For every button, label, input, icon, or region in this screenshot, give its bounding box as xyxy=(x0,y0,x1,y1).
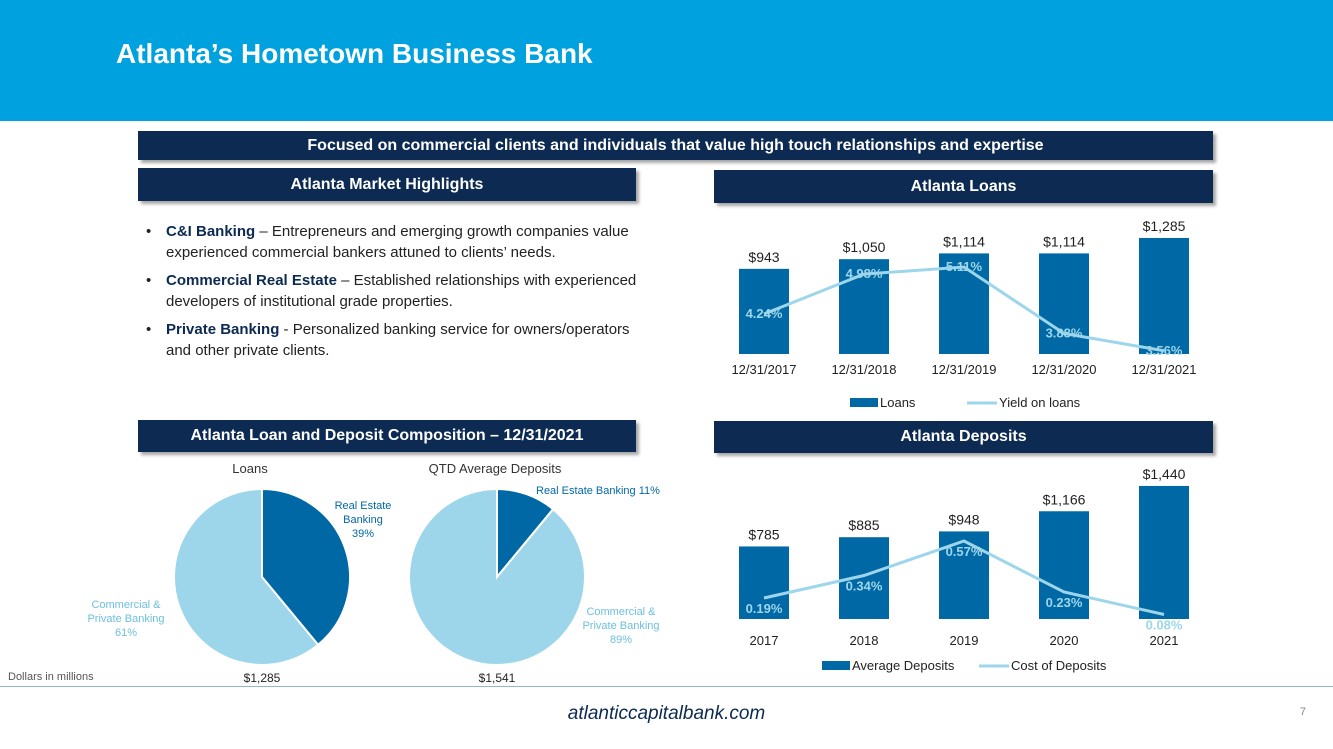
slice-label: Real Estate Banking 11% xyxy=(536,485,660,497)
list-item: Private Banking - Personalized banking s… xyxy=(146,319,646,361)
line-value-label: 4.98% xyxy=(846,266,883,281)
bar xyxy=(1139,237,1189,354)
header-banner xyxy=(0,0,1333,121)
category-label: 2021 xyxy=(1150,633,1179,648)
bar-value-label: $885 xyxy=(848,517,879,533)
loan-pie-title: Loans xyxy=(232,461,268,476)
legend-label: Loans xyxy=(880,395,916,410)
category-label: 12/31/2018 xyxy=(831,362,896,377)
bullet-term: C&I Banking xyxy=(166,223,256,240)
bar xyxy=(1139,485,1189,619)
highlights-heading: Atlanta Market Highlights xyxy=(138,168,636,201)
category-label: 2018 xyxy=(850,633,879,648)
slice-label: Commercial & Private Banking 89% xyxy=(582,606,659,646)
bar-value-label: $1,440 xyxy=(1143,466,1186,482)
bullet-term: Commercial Real Estate xyxy=(166,272,337,289)
legend-label: Yield on loans xyxy=(999,395,1081,410)
line-value-label: 0.08% xyxy=(1146,618,1183,633)
bullet-term: Private Banking xyxy=(166,321,280,338)
bar-value-label: $1,114 xyxy=(943,233,985,249)
composition-pies: $1,285 $1,541 Real Estate Banking 39% Commerc… xyxy=(87,485,660,685)
bar xyxy=(739,268,789,354)
loans-chart: $943 12/31/2017 $1,050 12/31/2018 $1,114 12/3… xyxy=(731,218,1196,410)
slice-label: Real Estate Banking 39% xyxy=(335,500,392,540)
list-item: Commercial Real Estate – Established rel… xyxy=(146,270,646,312)
line-value-label: 0.23% xyxy=(1046,595,1083,610)
deposits-heading: Atlanta Deposits xyxy=(714,421,1213,453)
category-label: 2020 xyxy=(1050,633,1079,648)
tagline-bar: Focused on commercial clients and indivi… xyxy=(138,131,1213,160)
slice-label: Commercial & Private Banking 61% xyxy=(87,599,164,639)
bar-value-label: $943 xyxy=(748,249,779,265)
pie-total-label: $1,285 xyxy=(244,671,281,685)
highlights-list: C&I Banking – Entrepreneurs and emerging… xyxy=(146,221,646,368)
category-label: 12/31/2019 xyxy=(931,362,996,377)
bar-value-label: $948 xyxy=(948,511,979,527)
legend-label: Average Deposits xyxy=(852,658,955,673)
category-label: 12/31/2020 xyxy=(1031,362,1096,377)
line-value-label: 0.57% xyxy=(946,544,983,559)
bar xyxy=(739,546,789,619)
bar xyxy=(1039,511,1089,619)
legend-label: Cost of Deposits xyxy=(1011,658,1107,673)
bar xyxy=(939,253,989,354)
website-link[interactable]: atlanticcapitalbank.com xyxy=(567,703,766,724)
bullet-text: – Entrepreneurs and emerging growth comp… xyxy=(166,223,629,261)
list-item: C&I Banking – Entrepreneurs and emerging… xyxy=(146,221,646,263)
bullet-text: - Personalized banking service for owner… xyxy=(166,321,630,359)
bar-value-label: $1,285 xyxy=(1143,218,1186,234)
line-value-label: 5.11% xyxy=(946,259,983,274)
category-label: 12/31/2021 xyxy=(1131,362,1196,377)
series-line xyxy=(763,265,1165,353)
line-value-label: 0.19% xyxy=(746,601,783,616)
pie-slice xyxy=(173,487,320,666)
deposits-chart: $785 2017 $885 2018 $948 2019 $1,166 2020 $1,440… xyxy=(739,466,1189,673)
deposit-pie-title: QTD Average Deposits xyxy=(428,461,562,476)
line-value-label: 0.34% xyxy=(846,579,883,594)
category-label: 2017 xyxy=(750,633,779,648)
bar-value-label: $1,166 xyxy=(1043,491,1086,507)
legend-bar-swatch xyxy=(822,661,850,670)
series-line xyxy=(763,539,1165,616)
category-label: 12/31/2017 xyxy=(731,362,796,377)
line-value-label: 4.24% xyxy=(746,306,783,321)
pie-slice xyxy=(408,487,586,666)
legend-bar-swatch xyxy=(850,398,878,407)
line-value-label: 3.88% xyxy=(1046,325,1083,340)
bullet-text: – Established relationships with experie… xyxy=(166,272,637,310)
footer-divider xyxy=(0,686,1333,687)
bar-value-label: $1,050 xyxy=(843,239,886,255)
page-number: 7 xyxy=(1299,706,1306,718)
footnote: Dollars in millions xyxy=(8,671,94,683)
bar-value-label: $1,114 xyxy=(1043,233,1085,249)
pie-slice xyxy=(261,487,351,647)
page-title: Atlanta’s Hometown Business Bank xyxy=(116,38,593,69)
pie-total-label: $1,541 xyxy=(479,671,516,685)
composition-heading: Atlanta Loan and Deposit Composition – 1… xyxy=(138,420,636,452)
category-label: 2019 xyxy=(950,633,979,648)
loans-heading: Atlanta Loans xyxy=(714,170,1213,203)
bar-value-label: $785 xyxy=(748,526,779,542)
line-value-label: 3.56% xyxy=(1146,343,1183,358)
